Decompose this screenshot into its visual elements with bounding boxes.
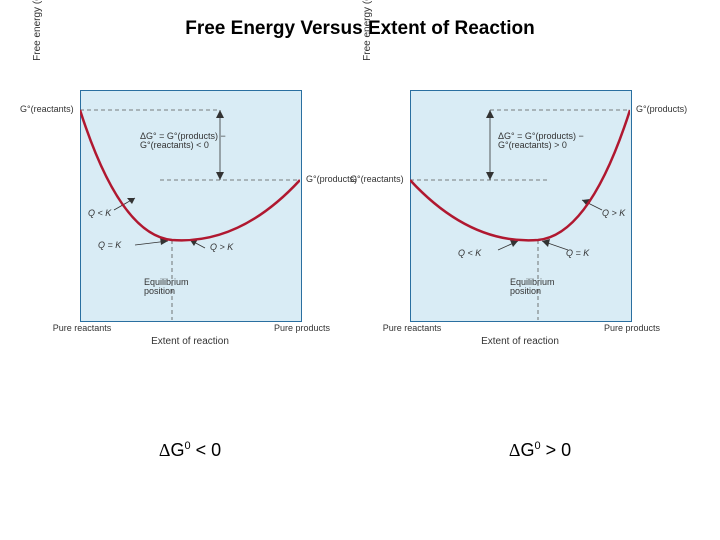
- xlab-pure-products-left: Pure products: [272, 324, 332, 334]
- annot-qeqk-right: Q = K: [566, 248, 589, 258]
- annot-qgtk-left: Q > K: [210, 242, 233, 252]
- dg-formula-right: ΔG° = G°(products) − G°(reactants) > 0: [498, 132, 584, 151]
- annot-qltk-right: Q < K: [458, 248, 481, 258]
- plot-box-left: [80, 90, 302, 322]
- left-panel: Free energy (G) of the reacting system G…: [40, 80, 350, 410]
- xlab-pure-products-right: Pure products: [602, 324, 662, 334]
- xlab-pure-reactants-right: Pure reactants: [382, 324, 442, 334]
- annot-eq-left: Equilibrium position: [144, 278, 189, 297]
- right-panel: Free energy (G) of the reacting system G…: [370, 80, 680, 410]
- caption-right: ΔG0 > 0: [460, 440, 620, 461]
- x-axis-label-left: Extent of reaction: [80, 336, 300, 347]
- dg-formula-left: ΔG° = G°(products) − G°(reactants) < 0: [140, 132, 226, 151]
- x-axis-label-right: Extent of reaction: [410, 336, 630, 347]
- annot-qgtk-right: Q > K: [602, 208, 625, 218]
- annot-qeqk-left: Q = K: [98, 240, 121, 250]
- annot-qltk-left: Q < K: [88, 208, 111, 218]
- y-axis-label-right: Free energy (G) of the reacting system: [362, 0, 373, 90]
- tick-products-right: G°(products): [636, 104, 687, 114]
- annot-eq-right: Equilibrium position: [510, 278, 555, 297]
- caption-left: ΔG0 < 0: [110, 440, 270, 461]
- page-title: Free Energy Versus Extent of Reaction: [0, 18, 720, 40]
- tick-reactants-left: G°(reactants): [20, 104, 74, 114]
- y-axis-label: Free energy (G) of the reacting system: [32, 0, 43, 90]
- tick-reactants-right: G°(reactants): [350, 174, 404, 184]
- xlab-pure-reactants-left: Pure reactants: [52, 324, 112, 334]
